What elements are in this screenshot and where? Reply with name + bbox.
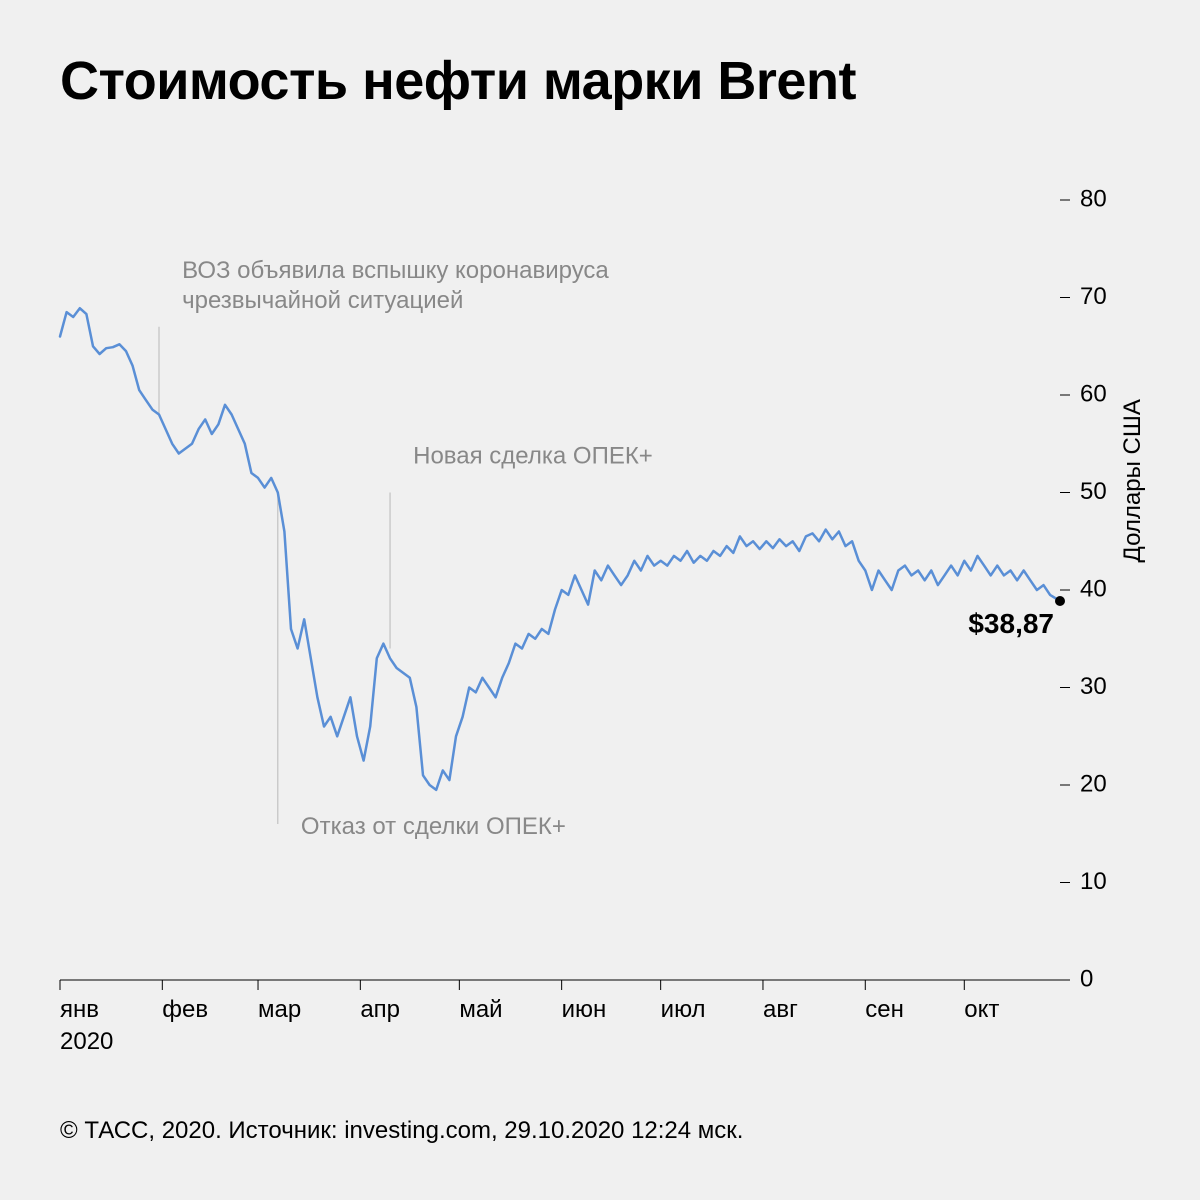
y-tick-label: 30 <box>1080 673 1107 700</box>
x-tick-label: янв <box>60 996 99 1023</box>
chart-title: Стоимость нефти марки Brent <box>60 50 856 112</box>
y-axis-title: Доллары США <box>1119 399 1146 562</box>
annotation-text: чрезвычайной ситуацией <box>182 287 463 314</box>
chart-container: Стоимость нефти марки Brent 010203040506… <box>0 0 1200 1200</box>
x-tick-label: июн <box>562 996 607 1023</box>
line-chart-svg: 01020304050607080Доллары СШАянв2020февма… <box>60 200 1060 980</box>
x-tick-label: сен <box>865 996 904 1023</box>
end-value-label: $38,87 <box>968 608 1054 639</box>
y-tick-label: 60 <box>1080 380 1107 407</box>
y-tick-label: 10 <box>1080 868 1107 895</box>
x-tick-label: окт <box>964 996 999 1023</box>
annotation-text: ВОЗ объявила вспышку коронавируса <box>182 257 609 284</box>
x-tick-label: мар <box>258 996 301 1023</box>
x-tick-label: фев <box>162 996 208 1023</box>
chart-footer: © ТАСС, 2020. Источник: investing.com, 2… <box>60 1117 743 1145</box>
x-tick-label: июл <box>661 996 706 1023</box>
y-tick-label: 70 <box>1080 283 1107 310</box>
annotation-text: Отказ от сделки ОПЕК+ <box>301 813 566 840</box>
y-tick-label: 80 <box>1080 185 1107 212</box>
price-line <box>60 308 1060 790</box>
x-tick-label: авг <box>763 996 798 1023</box>
x-tick-label: май <box>459 996 502 1023</box>
y-tick-label: 40 <box>1080 575 1107 602</box>
y-tick-label: 20 <box>1080 770 1107 797</box>
y-tick-label: 50 <box>1080 478 1107 505</box>
end-point <box>1055 596 1065 606</box>
annotation-text: Новая сделка ОПЕК+ <box>413 442 653 469</box>
chart-area: 01020304050607080Доллары СШАянв2020февма… <box>60 200 1060 980</box>
x-year-label: 2020 <box>60 1028 113 1055</box>
x-tick-label: апр <box>360 996 400 1023</box>
y-tick-label: 0 <box>1080 965 1093 992</box>
